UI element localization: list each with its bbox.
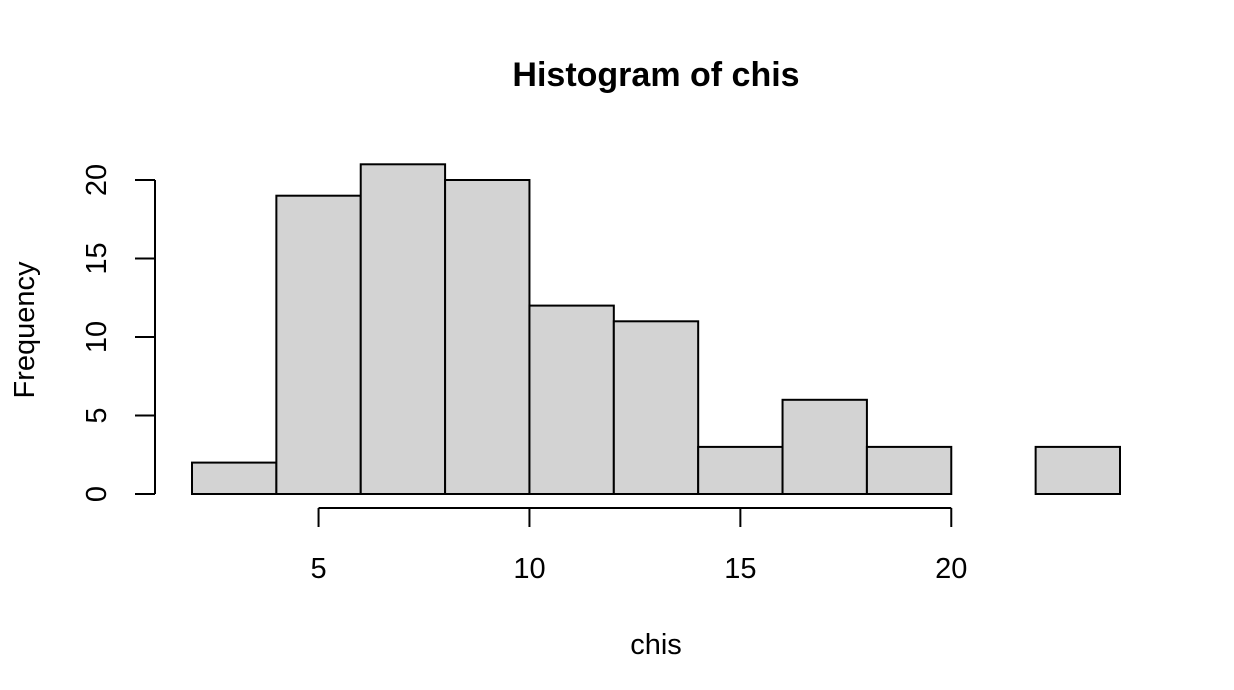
histogram-bar [444, 179, 531, 495]
y-tick-label: 15 [81, 242, 113, 274]
histogram-bars [191, 163, 1121, 496]
x-tick-label: 5 [310, 553, 326, 585]
y-tick-label: 0 [81, 486, 113, 502]
histogram-bar [1034, 445, 1121, 495]
y-axis-label: Frequency [9, 261, 41, 399]
histogram-bar [275, 194, 362, 495]
x-tick-label: 10 [513, 553, 545, 585]
histogram-bar [528, 304, 615, 495]
y-tick-label: 5 [81, 407, 113, 423]
histogram-bar [697, 445, 784, 495]
y-tick-label: 10 [81, 321, 113, 353]
x-tick-label: 20 [935, 553, 967, 585]
histogram-bar [781, 398, 868, 495]
x-axis: 5 10 15 20 [310, 507, 967, 585]
chart-title: Histogram of chis [512, 56, 799, 94]
y-tick-label: 20 [81, 164, 113, 196]
histogram-bar [359, 163, 447, 496]
histogram-bar [191, 461, 278, 496]
x-axis-label: chis [630, 629, 682, 661]
y-axis: 0 5 10 15 20 [81, 164, 156, 502]
histogram-bar [865, 445, 953, 495]
histogram-bar [612, 320, 700, 495]
x-tick-label: 15 [724, 553, 756, 585]
